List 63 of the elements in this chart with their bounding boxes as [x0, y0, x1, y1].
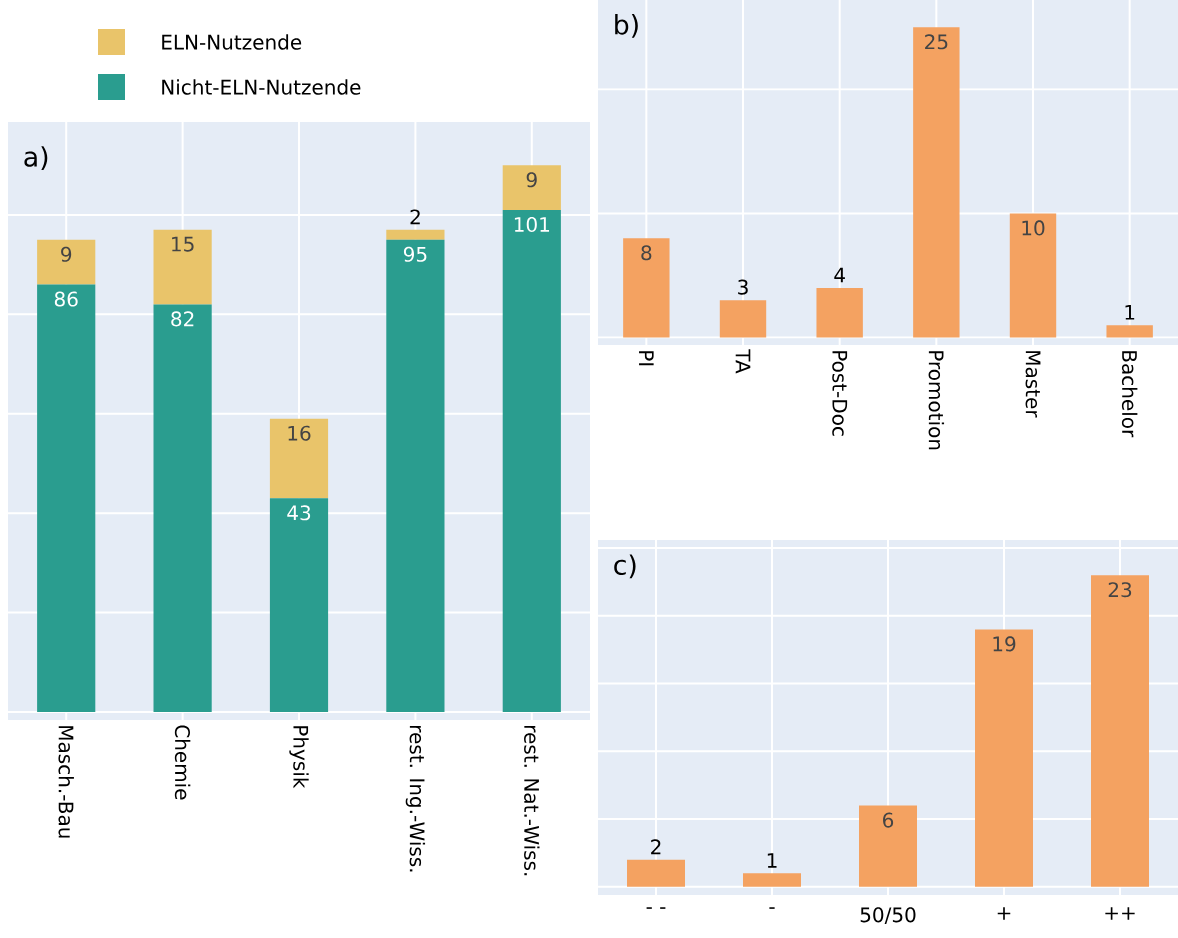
- data-label: 101: [514, 216, 550, 233]
- x-tick-label: Chemie: [174, 725, 191, 800]
- bar: [913, 27, 960, 338]
- text: a): [24, 146, 48, 170]
- data-label: 1: [767, 853, 777, 868]
- x-tick-label: Master: [1025, 351, 1041, 418]
- bar: [502, 165, 561, 210]
- data-label: 15: [172, 236, 194, 252]
- data-label: 86: [54, 291, 78, 307]
- legend-label: ELN-Nutzende: [162, 34, 302, 50]
- bar: [1091, 575, 1149, 887]
- bar: [37, 284, 96, 713]
- chart-title: b): [615, 14, 638, 38]
- data-label: 43: [287, 505, 311, 521]
- x-tick-label: rest. Ing.-Wiss.: [405, 726, 426, 872]
- bar: [1009, 213, 1057, 338]
- bar: [623, 238, 670, 338]
- x-tick-label: Promotion: [928, 351, 945, 450]
- bar: [627, 859, 686, 887]
- data-label: 4: [834, 267, 845, 283]
- x-tick-label: Physik: [289, 726, 309, 789]
- data-label: 8: [641, 245, 652, 261]
- x-tick-label: TA: [735, 349, 751, 374]
- x-tick-label: Post-Doc: [832, 351, 848, 436]
- bar: [502, 209, 561, 713]
- x-tick-label: Masch.-Bau: [58, 726, 74, 838]
- bar: [975, 629, 1033, 887]
- x-tick-label: rest. Nat.-Wiss.: [524, 726, 540, 876]
- data-label: 2: [410, 209, 420, 225]
- data-label: 9: [61, 246, 72, 262]
- bar: [386, 239, 445, 713]
- bar: [743, 873, 801, 887]
- bar: [816, 287, 863, 338]
- x-tick-label: +: [997, 907, 1011, 920]
- data-label: 23: [1108, 582, 1132, 598]
- x-tick-label: Bachelor: [1121, 351, 1138, 438]
- x-tick-label: ++: [1105, 907, 1135, 920]
- bar: [1106, 325, 1153, 338]
- data-label: 6: [883, 812, 894, 828]
- bar: [269, 418, 329, 499]
- data-label: 9: [526, 172, 537, 188]
- data-label: 95: [403, 246, 427, 262]
- bar: [719, 300, 767, 338]
- bar: [37, 239, 96, 285]
- x-tick-label: 50/50: [860, 907, 916, 924]
- chart-title: c): [614, 554, 636, 579]
- data-label: 10: [1022, 220, 1045, 236]
- data-label: 3: [738, 279, 748, 295]
- data-label: 19: [993, 636, 1016, 652]
- data-label: 2: [651, 839, 661, 855]
- x-tick-label: PI: [639, 351, 654, 366]
- bar: [386, 229, 445, 240]
- data-label: 25: [925, 34, 948, 50]
- data-label: 1: [1125, 304, 1135, 320]
- x-tick-label: - -: [646, 907, 666, 909]
- bar: [153, 304, 212, 713]
- bar: [153, 229, 212, 305]
- x-tick-label: -: [769, 907, 775, 909]
- data-label: 16: [288, 425, 311, 441]
- data-label: 82: [171, 311, 194, 327]
- bar: [859, 805, 917, 887]
- bar: [269, 498, 329, 713]
- legend-label: Nicht-ELN-Nutzende: [162, 79, 361, 95]
